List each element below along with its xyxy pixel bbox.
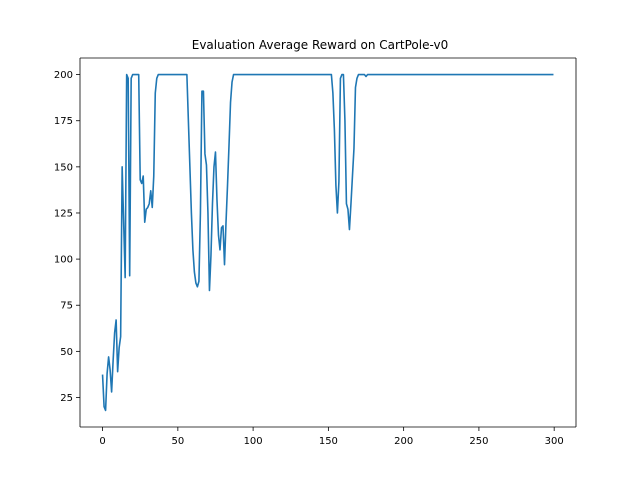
x-tick-label: 200 [394, 436, 413, 447]
x-tick-label: 0 [99, 436, 105, 447]
chart-title: Evaluation Average Reward on CartPole-v0 [192, 38, 448, 52]
x-tick-label: 50 [171, 436, 184, 447]
x-tick-label: 150 [319, 436, 338, 447]
x-tick-label: 300 [545, 436, 564, 447]
x-tick-label: 250 [469, 436, 488, 447]
y-tick-label: 50 [60, 347, 73, 358]
y-tick-label: 150 [54, 162, 73, 173]
y-tick-label: 175 [54, 116, 73, 127]
y-tick-label: 125 [54, 208, 73, 219]
y-tick-label: 25 [60, 393, 73, 404]
y-tick-label: 75 [60, 301, 73, 312]
x-tick-label: 100 [244, 436, 263, 447]
plot-area: 0 50 100 150 200 250 300 25 50 75 100 125 150 175 200 [54, 57, 577, 447]
series-line-0 [101, 73, 554, 412]
y-tick-label: 200 [54, 70, 73, 81]
y-tick-label: 100 [54, 255, 73, 266]
